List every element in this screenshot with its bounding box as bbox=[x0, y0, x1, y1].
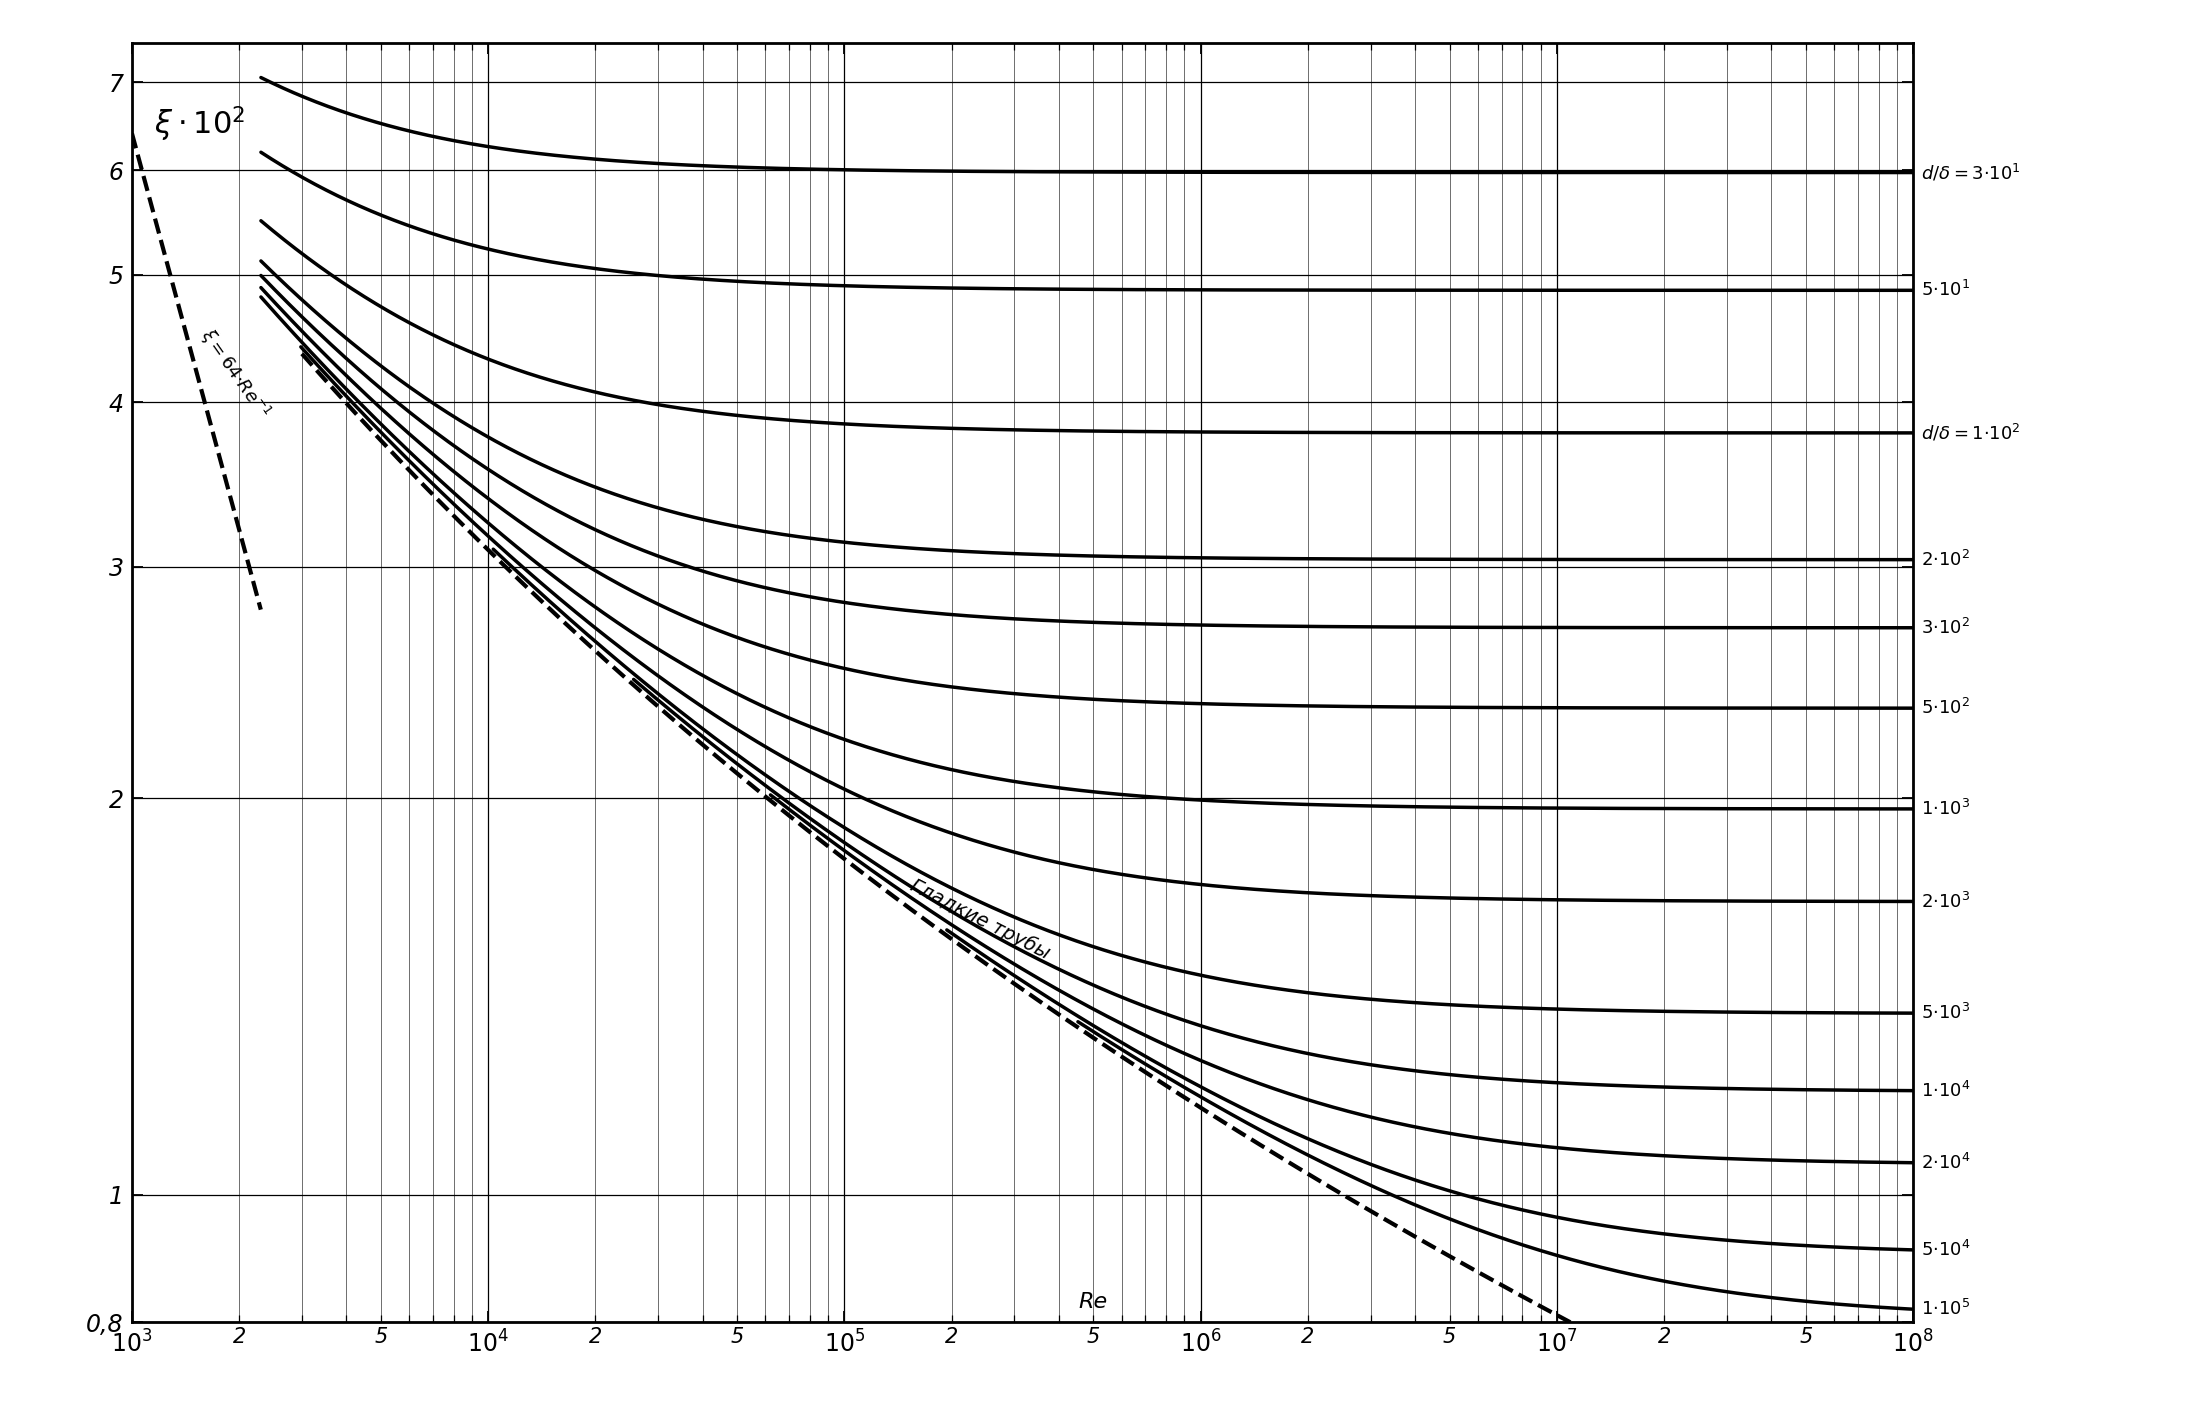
Text: Гладкие трубы: Гладкие трубы bbox=[908, 875, 1053, 963]
Text: $5{\cdot}10^4$: $5{\cdot}10^4$ bbox=[1922, 1240, 1970, 1260]
Text: $1{\cdot}10^4$: $1{\cdot}10^4$ bbox=[1922, 1081, 1970, 1101]
Text: $5{\cdot}10^2$: $5{\cdot}10^2$ bbox=[1922, 698, 1970, 718]
Text: $2{\cdot}10^3$: $2{\cdot}10^3$ bbox=[1922, 892, 1970, 912]
Text: $1{\cdot}10^3$: $1{\cdot}10^3$ bbox=[1922, 799, 1970, 819]
Text: $d/\delta=1{\cdot}10^2$: $d/\delta=1{\cdot}10^2$ bbox=[1922, 422, 2021, 444]
Text: $5{\cdot}10^1$: $5{\cdot}10^1$ bbox=[1922, 280, 1970, 300]
Text: $3{\cdot}10^2$: $3{\cdot}10^2$ bbox=[1922, 617, 1970, 638]
Text: $1{\cdot}10^5$: $1{\cdot}10^5$ bbox=[1922, 1300, 1970, 1320]
Text: $2{\cdot}10^2$: $2{\cdot}10^2$ bbox=[1922, 549, 1970, 570]
Text: $5{\cdot}10^3$: $5{\cdot}10^3$ bbox=[1922, 1003, 1970, 1024]
Text: $\xi=64{\cdot}Re^{-1}$: $\xi=64{\cdot}Re^{-1}$ bbox=[196, 324, 275, 424]
Text: $d/\delta=3{\cdot}10^1$: $d/\delta=3{\cdot}10^1$ bbox=[1922, 162, 2021, 183]
Text: Re: Re bbox=[1080, 1291, 1108, 1313]
Text: $\xi \cdot 10^2$: $\xi \cdot 10^2$ bbox=[154, 105, 244, 144]
Text: $2{\cdot}10^4$: $2{\cdot}10^4$ bbox=[1922, 1153, 1970, 1173]
